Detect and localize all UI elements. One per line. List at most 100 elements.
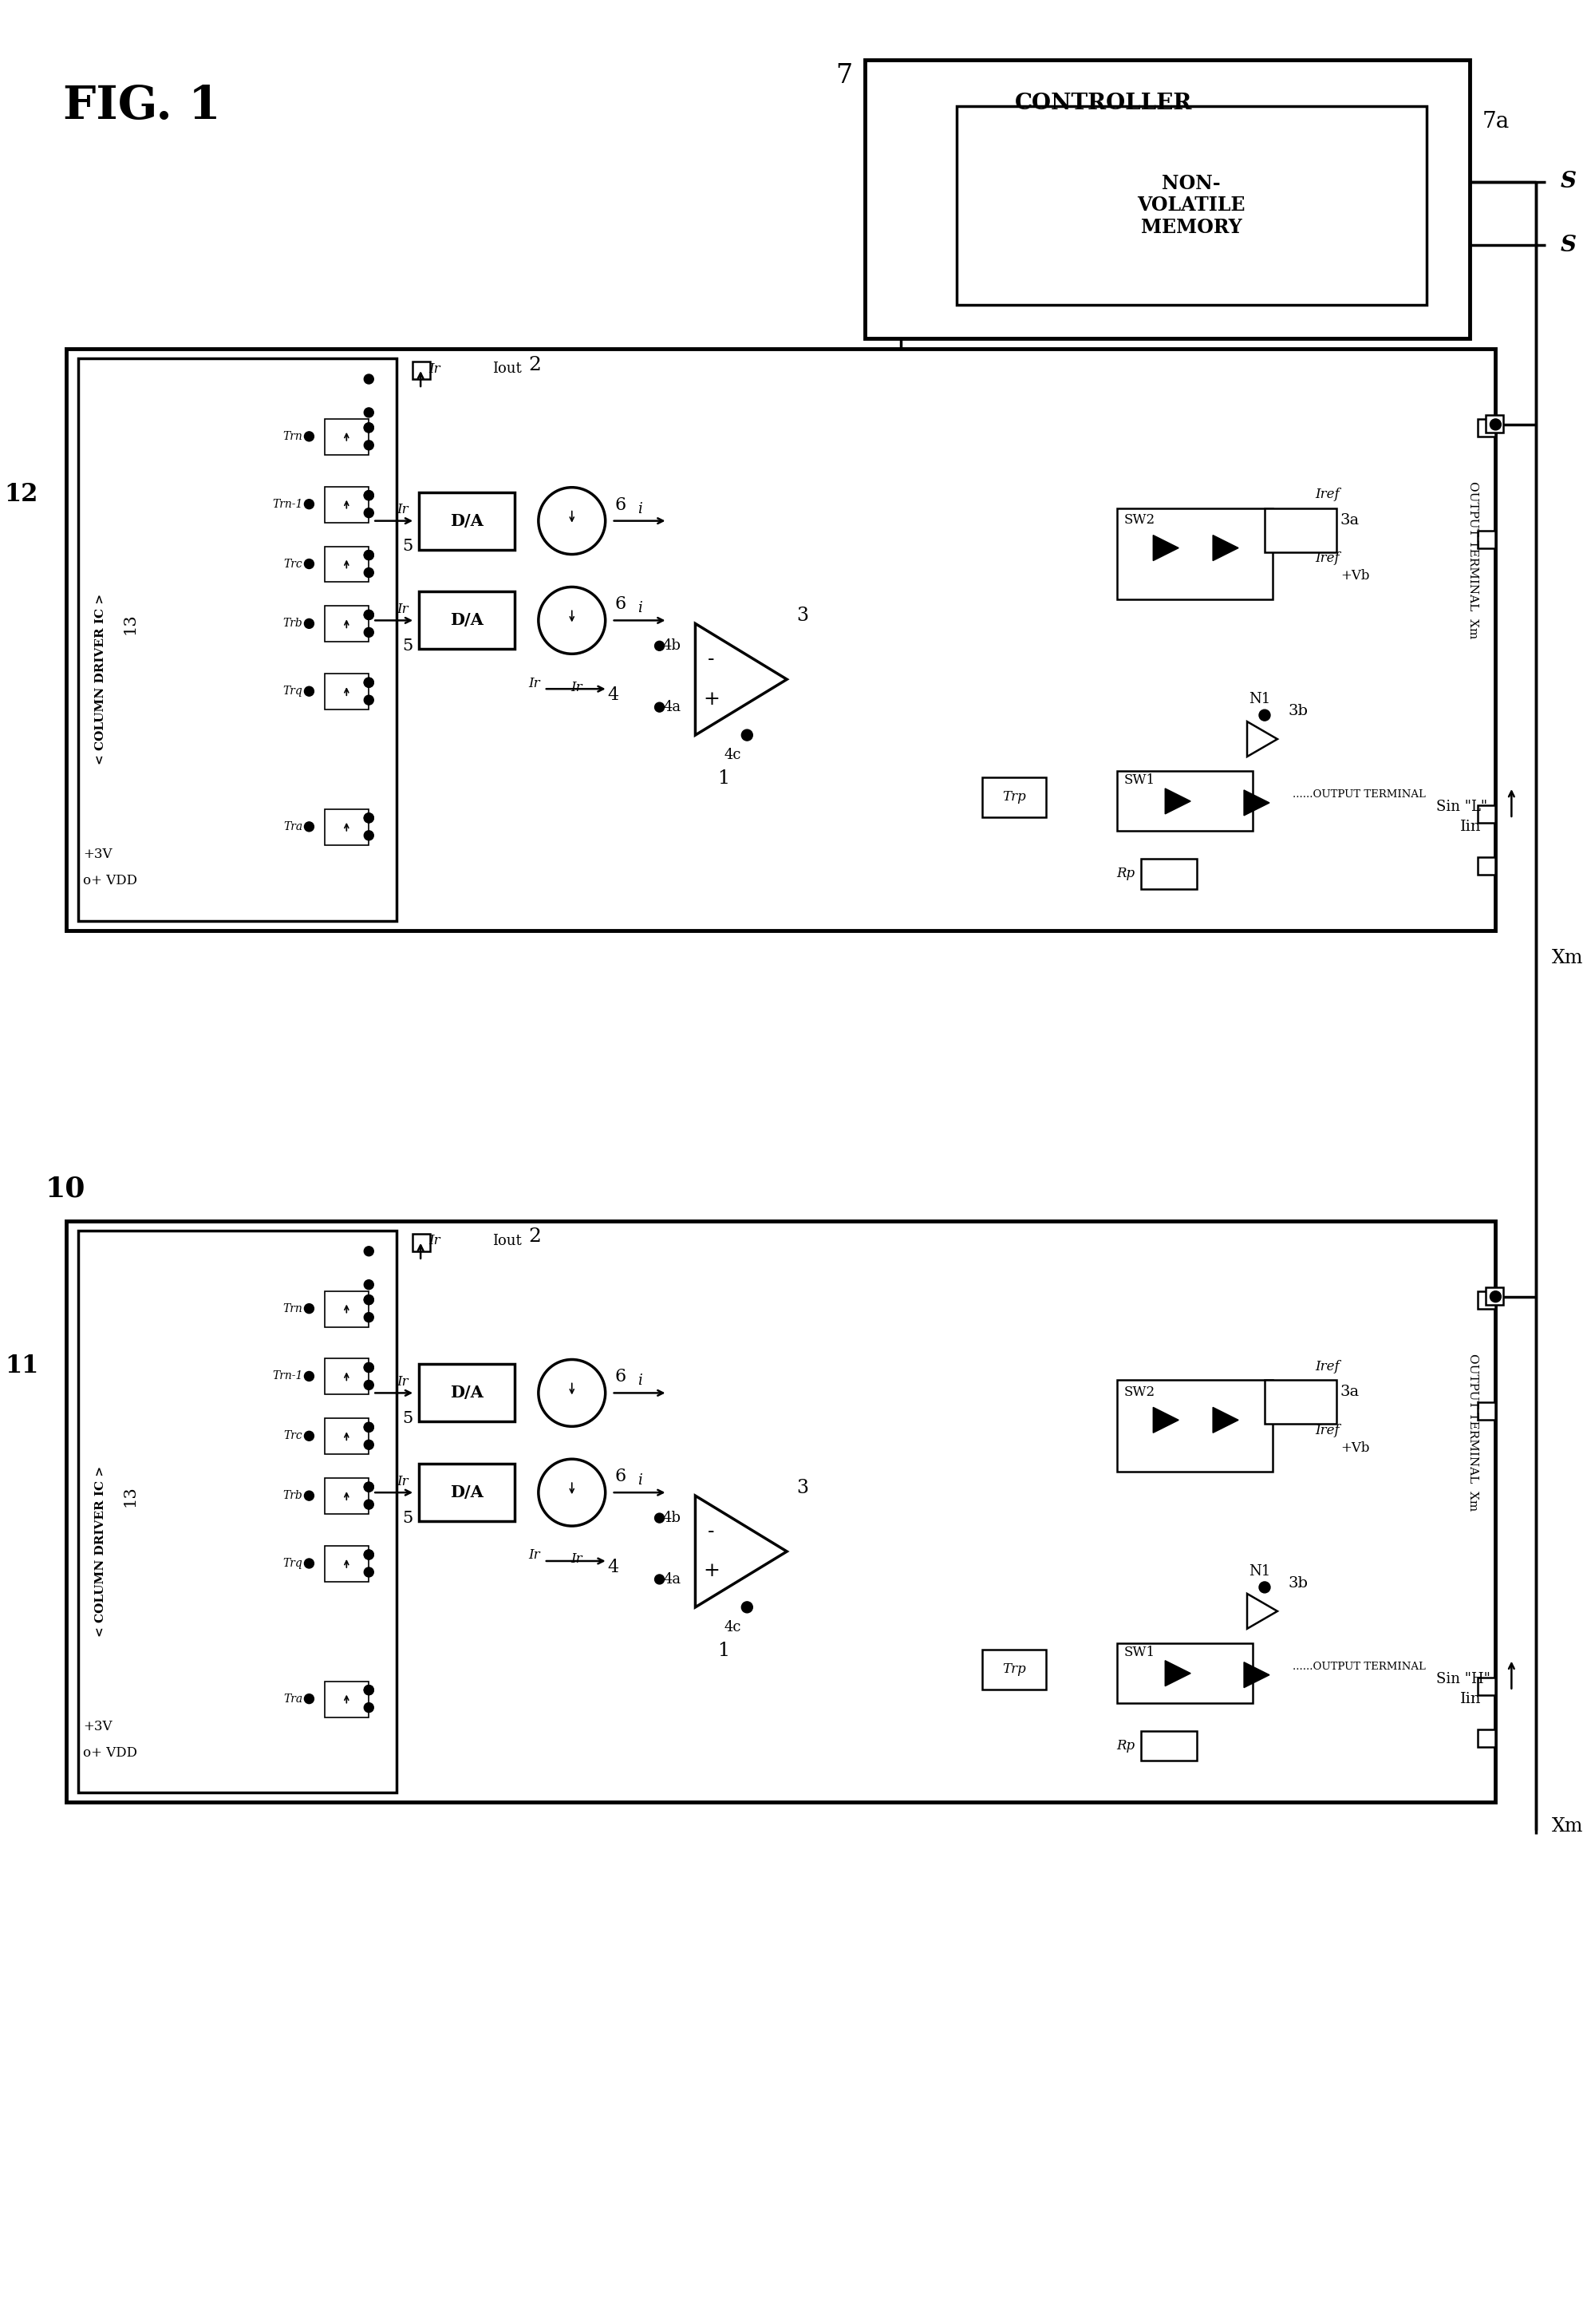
Text: 6: 6 [614,595,627,614]
Text: Trn-1: Trn-1 [271,500,303,509]
Bar [1117,772,1252,830]
Text: 4c: 4c [724,1620,741,1634]
Circle shape [363,1294,373,1304]
Text: SW2: SW2 [1124,514,1155,528]
Circle shape [363,490,373,500]
Bar [982,776,1046,818]
Text: Rp: Rp [1116,867,1135,881]
Text: Iref: Iref [1314,1425,1339,1436]
Bar [325,1360,368,1394]
Circle shape [363,1483,373,1492]
Circle shape [363,1281,373,1290]
Bar [1477,1401,1495,1420]
Text: 3a: 3a [1341,514,1360,528]
Text: FIG. 1: FIG. 1 [63,84,221,128]
Bar [413,363,430,379]
Text: Iin: Iin [1460,820,1481,834]
Text: Trp: Trp [1001,1662,1025,1676]
Polygon shape [1165,1662,1190,1687]
Polygon shape [1247,1594,1278,1629]
Bar [1117,1643,1252,1703]
Text: 3a: 3a [1341,1385,1360,1399]
Text: i: i [638,1473,641,1487]
Circle shape [1258,709,1270,720]
Circle shape [363,509,373,518]
Text: i: i [638,602,641,616]
Circle shape [363,679,373,688]
Circle shape [305,1492,314,1501]
Text: D/A: D/A [451,514,484,530]
Circle shape [363,551,373,560]
Text: +3V: +3V [83,848,113,862]
Polygon shape [1165,788,1190,813]
Bar [1485,416,1503,432]
Circle shape [305,500,314,509]
Text: Trc: Trc [284,558,303,569]
Bar [325,1680,368,1717]
Circle shape [655,1576,665,1585]
Text: Ir: Ir [428,1234,441,1248]
Text: Xm: Xm [1552,948,1584,967]
Bar [419,593,514,648]
Text: ......OUTPUT TERMINAL: ......OUTPUT TERMINAL [1292,1662,1425,1673]
Text: 4: 4 [608,686,619,704]
Bar [1265,509,1336,551]
Polygon shape [1212,535,1238,560]
Circle shape [363,1441,373,1450]
Bar [1477,1292,1495,1308]
Bar [1117,1380,1273,1471]
Text: ......OUTPUT TERMINAL: ......OUTPUT TERMINAL [1292,790,1425,799]
Text: Trn-1: Trn-1 [271,1371,303,1383]
Text: 5: 5 [402,539,413,553]
Text: Trq: Trq [282,1557,303,1569]
Text: +Vb: +Vb [1341,569,1370,583]
Circle shape [363,490,373,500]
Circle shape [538,488,605,555]
Bar [982,1650,1046,1690]
Text: SW1: SW1 [1124,1645,1155,1659]
Bar [1477,530,1495,548]
Text: D/A: D/A [451,1485,484,1501]
Circle shape [305,1304,314,1313]
Circle shape [363,1685,373,1694]
Text: 4a: 4a [663,700,681,713]
Polygon shape [1154,535,1179,560]
Bar [325,607,368,641]
Text: Tra: Tra [284,1694,303,1703]
Circle shape [363,1550,373,1559]
Text: OUTPUT TERMINAL  Xm: OUTPUT TERMINAL Xm [1468,1353,1479,1511]
Text: 5: 5 [402,1411,413,1427]
Text: 2: 2 [528,1227,541,1246]
Polygon shape [695,1497,787,1608]
Circle shape [1490,418,1501,430]
Text: Trn: Trn [282,1304,303,1313]
Text: Iref: Iref [1314,1360,1339,1373]
Circle shape [741,1601,752,1613]
Text: OUTPUT TERMINAL  Xm: OUTPUT TERMINAL Xm [1468,481,1479,639]
Bar [325,809,368,846]
Text: 10: 10 [44,1176,86,1202]
Text: N1: N1 [1249,1564,1271,1578]
Bar [325,1292,368,1327]
Bar [325,674,368,709]
Circle shape [1490,1292,1501,1301]
Circle shape [363,627,373,637]
Text: o+ VDD: o+ VDD [83,874,136,888]
Circle shape [363,830,373,841]
Circle shape [741,730,752,741]
Bar [419,1364,514,1422]
Circle shape [363,611,373,621]
Circle shape [363,1294,373,1304]
Circle shape [305,1694,314,1703]
Circle shape [363,813,373,823]
Text: SW1: SW1 [1124,774,1155,788]
Circle shape [363,695,373,704]
Bar [1477,418,1495,437]
Text: 4b: 4b [663,1511,681,1525]
Circle shape [305,1371,314,1380]
Text: 4: 4 [608,1559,619,1576]
Bar [1141,1731,1197,1762]
Text: 1: 1 [717,769,728,788]
Bar [67,349,1495,930]
Text: Ir: Ir [528,1548,540,1562]
